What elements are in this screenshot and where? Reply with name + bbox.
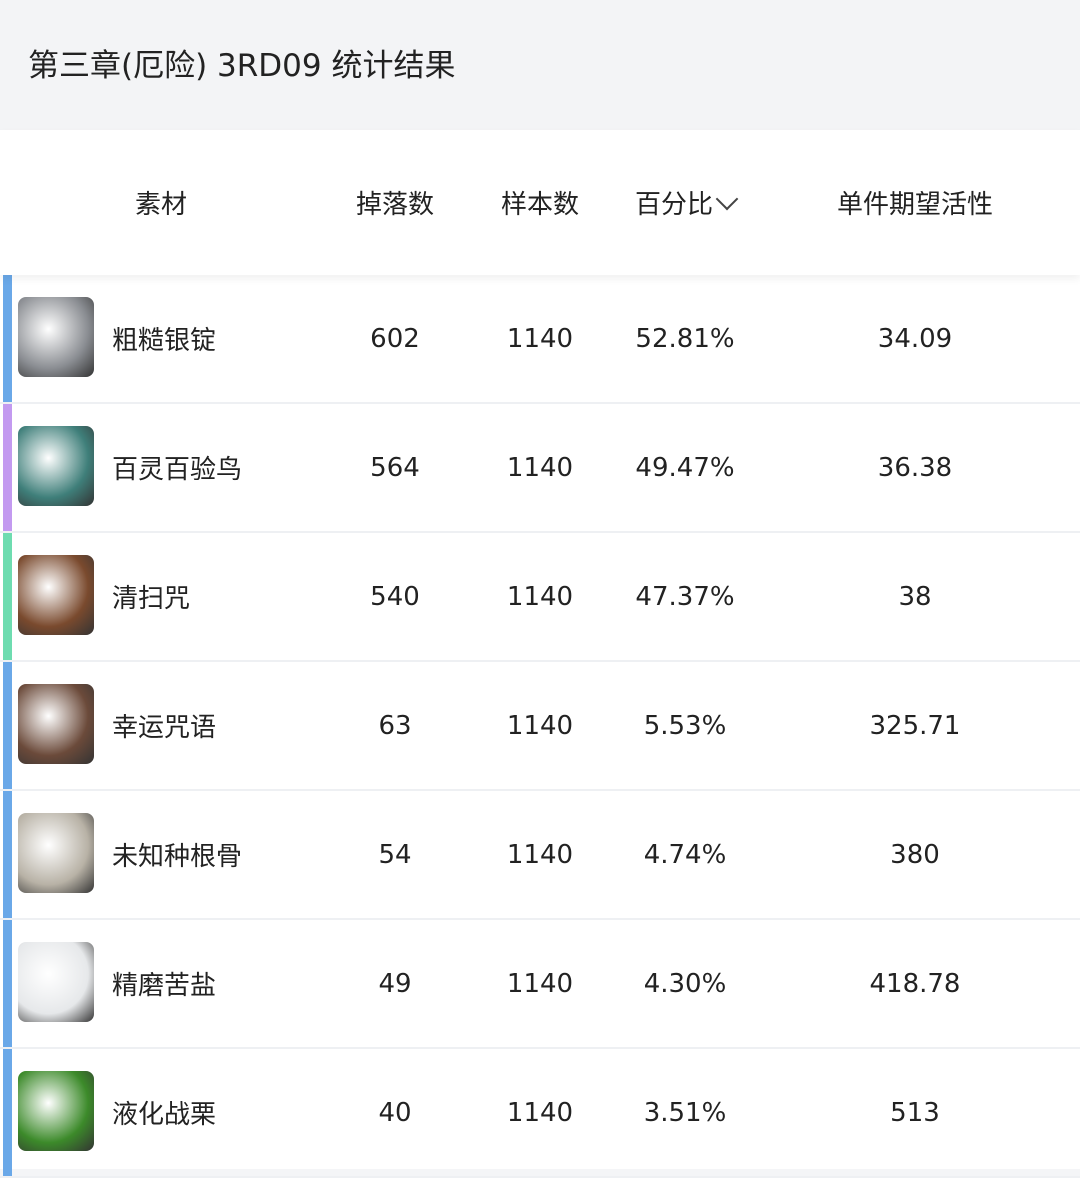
table-row[interactable]: 精磨苦盐 49 1140 4.30% 418.78 (0, 920, 1080, 1049)
chevron-down-icon[interactable] (715, 187, 739, 211)
material-name: 液化战栗 (112, 1100, 217, 1130)
rarity-bar (3, 920, 12, 1047)
expected: 380 (890, 839, 940, 870)
percent: 47.37% (635, 581, 735, 612)
material-name: 粗糙银锭 (112, 326, 217, 356)
table-row[interactable]: 清扫咒 540 1140 47.37% 38 (0, 533, 1080, 662)
table-row[interactable]: 未知种根骨 54 1140 4.74% 380 (0, 791, 1080, 920)
percent: 4.74% (643, 839, 727, 870)
page-title: 第三章(厄险) 3RD09 统计结果 (28, 48, 456, 84)
col-percent[interactable]: 百分比 (610, 184, 760, 221)
percent: 3.51% (643, 1097, 727, 1128)
samples: 1140 (506, 452, 574, 483)
spell-card-icon (18, 684, 94, 764)
expected: 513 (890, 1097, 940, 1128)
samples: 1140 (506, 968, 574, 999)
material-name: 幸运咒语 (112, 713, 217, 743)
samples: 1140 (506, 839, 574, 870)
samples: 1140 (506, 323, 574, 354)
broom-icon (18, 555, 94, 635)
bird-icon (18, 426, 94, 506)
rarity-bar (3, 1049, 12, 1176)
col-expected[interactable]: 单件期望活性 (836, 190, 993, 220)
material-name: 清扫咒 (112, 584, 191, 614)
bones-icon (18, 813, 94, 893)
rarity-bar (3, 404, 12, 531)
expected: 325.71 (869, 710, 961, 741)
drops: 540 (370, 581, 420, 612)
percent: 49.47% (635, 452, 735, 483)
expected: 38 (898, 581, 932, 612)
drops: 49 (378, 968, 412, 999)
header: 第三章(厄险) 3RD09 统计结果 (0, 0, 1080, 130)
rarity-bar (3, 791, 12, 918)
table-row[interactable]: 幸运咒语 63 1140 5.53% 325.71 (0, 662, 1080, 791)
material-name: 百灵百验鸟 (112, 455, 243, 485)
table-row[interactable]: 粗糙银锭 602 1140 52.81% 34.09 (0, 275, 1080, 404)
stats-table: 素材 掉落数 样本数 百分比 单件期望活性 粗糙银锭 602 1140 52.8… (0, 130, 1080, 1178)
percent: 4.30% (643, 968, 727, 999)
drops: 602 (370, 323, 420, 354)
drops: 63 (378, 710, 412, 741)
material-name: 精磨苦盐 (112, 971, 217, 1001)
salt-icon (18, 942, 94, 1022)
expected: 36.38 (877, 452, 953, 483)
expected: 34.09 (877, 323, 953, 354)
samples: 1140 (506, 710, 574, 741)
drops: 564 (370, 452, 420, 483)
col-percent-label: 百分比 (634, 190, 713, 220)
green-jar-icon (18, 1071, 94, 1151)
expected: 418.78 (869, 968, 961, 999)
table-header: 素材 掉落数 样本数 百分比 单件期望活性 (0, 130, 1080, 275)
table-row[interactable]: 液化战栗 40 1140 3.51% 513 (0, 1049, 1080, 1178)
rarity-bar (3, 533, 12, 660)
material-name: 未知种根骨 (112, 842, 243, 872)
col-drops[interactable]: 掉落数 (355, 190, 434, 220)
percent: 52.81% (635, 323, 735, 354)
percent: 5.53% (643, 710, 727, 741)
col-samples[interactable]: 样本数 (500, 190, 579, 220)
samples: 1140 (506, 1097, 574, 1128)
rarity-bar (3, 662, 12, 789)
col-material[interactable]: 素材 (135, 190, 188, 220)
drops: 54 (378, 839, 412, 870)
samples: 1140 (506, 581, 574, 612)
rarity-bar (3, 275, 12, 402)
drops: 40 (378, 1097, 412, 1128)
table-row[interactable]: 百灵百验鸟 564 1140 49.47% 36.38 (0, 404, 1080, 533)
silver-ingot-icon (18, 297, 94, 377)
